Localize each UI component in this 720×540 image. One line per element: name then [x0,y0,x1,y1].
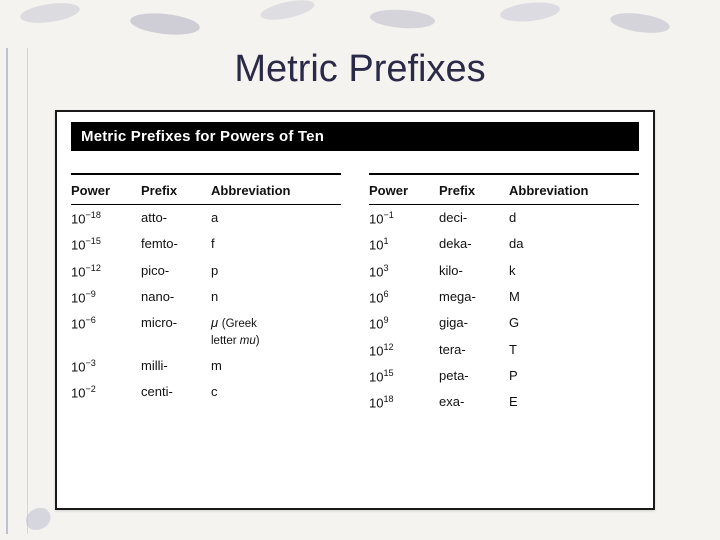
table-panel: Metric Prefixes for Powers of Ten Power … [55,110,655,510]
table-body-left: 10−18atto-a10−15femto-f10−12pico-p10−9na… [71,205,341,406]
cell-power: 1012 [369,342,439,358]
cell-prefix: micro- [141,315,211,330]
cell-power: 10−15 [71,236,141,252]
cell-prefix: giga- [439,315,509,330]
table-row: 10−1deci-d [369,205,639,231]
cell-prefix: deci- [439,210,509,225]
cell-prefix: atto- [141,210,211,225]
cell-abbr: c [211,384,341,399]
cell-power: 101 [369,236,439,252]
cell-power: 103 [369,263,439,279]
table-row: 10−18atto-a [71,205,341,231]
cell-prefix: milli- [141,358,211,373]
cell-prefix: deka- [439,236,509,251]
col-prefix: Prefix [141,183,211,198]
cell-power: 10−18 [71,210,141,226]
cell-prefix: pico- [141,263,211,278]
decorative-left-rail [6,48,28,534]
cell-prefix: peta- [439,368,509,383]
table-row: 10−6micro-μ (Greekletter mu) [71,310,341,353]
col-power: Power [369,183,439,198]
cell-power: 1018 [369,394,439,410]
table-row: 10−12pico-p [71,258,341,284]
cell-abbr: d [509,210,639,225]
table-row: 106mega-M [369,284,639,310]
cell-power: 10−9 [71,289,141,305]
cell-abbr: da [509,236,639,251]
table-left: Power Prefix Abbreviation 10−18atto-a10−… [71,173,341,416]
table-row: 1018exa-E [369,389,639,415]
cell-abbr: G [509,315,639,330]
cell-prefix: centi- [141,384,211,399]
cell-abbr: m [211,358,341,373]
cell-abbr: E [509,394,639,409]
cell-power: 10−3 [71,358,141,374]
cell-power: 109 [369,315,439,331]
table-row: 10−3milli-m [71,353,341,379]
table-row: 10−9nano-n [71,284,341,310]
col-abbr: Abbreviation [211,183,341,198]
table-banner: Metric Prefixes for Powers of Ten [71,122,639,151]
cell-abbr: f [211,236,341,251]
table-row: 109giga-G [369,310,639,336]
table-row: 10−2centi-c [71,379,341,405]
table-row: 1012tera-T [369,337,639,363]
cell-prefix: femto- [141,236,211,251]
col-power: Power [71,183,141,198]
col-prefix: Prefix [439,183,509,198]
table-row: 10−15femto-f [71,231,341,257]
cell-power: 1015 [369,368,439,384]
cell-power: 10−1 [369,210,439,226]
decorative-squiggles [0,0,720,45]
cell-prefix: tera- [439,342,509,357]
table-header-left: Power Prefix Abbreviation [71,173,341,205]
table-row: 101deka-da [369,231,639,257]
col-abbr: Abbreviation [509,183,639,198]
cell-abbr: μ (Greekletter mu) [211,315,341,348]
cell-abbr: k [509,263,639,278]
cell-abbr: T [509,342,639,357]
cell-abbr: p [211,263,341,278]
cell-abbr: M [509,289,639,304]
cell-abbr: n [211,289,341,304]
decorative-corner-squiggle [24,506,56,534]
cell-power: 10−12 [71,263,141,279]
table-row: 103kilo-k [369,258,639,284]
cell-power: 10−2 [71,384,141,400]
slide-title: Metric Prefixes [0,48,720,91]
cell-abbr: a [211,210,341,225]
table-body-right: 10−1deci-d101deka-da103kilo-k106mega-M10… [369,205,639,416]
cell-power: 10−6 [71,315,141,331]
cell-prefix: exa- [439,394,509,409]
table-header-right: Power Prefix Abbreviation [369,173,639,205]
cell-prefix: mega- [439,289,509,304]
prefix-tables: Power Prefix Abbreviation 10−18atto-a10−… [71,173,639,416]
cell-power: 106 [369,289,439,305]
table-row: 1015peta-P [369,363,639,389]
cell-abbr: P [509,368,639,383]
cell-prefix: kilo- [439,263,509,278]
cell-prefix: nano- [141,289,211,304]
table-right: Power Prefix Abbreviation 10−1deci-d101d… [369,173,639,416]
